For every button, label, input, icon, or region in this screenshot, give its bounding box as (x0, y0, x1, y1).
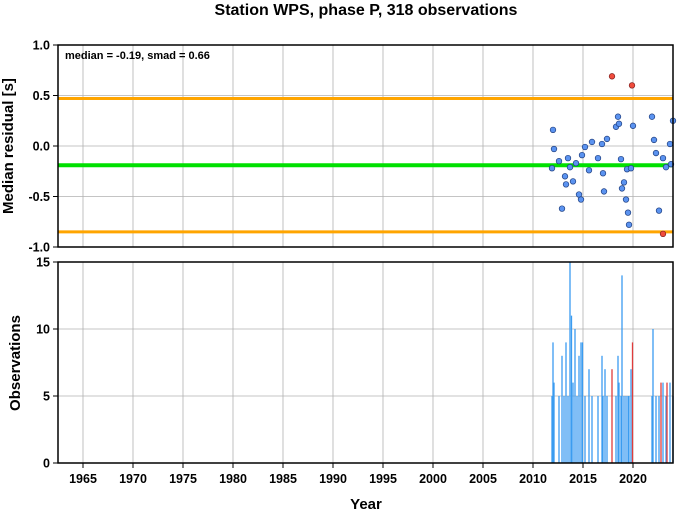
observation-bars (551, 262, 674, 463)
residual-point (594, 154, 602, 162)
residual-y-tick-label: 1.0 (33, 39, 50, 53)
residual-point (566, 164, 574, 171)
residual-point (599, 170, 607, 177)
residual-point (659, 154, 667, 162)
outlier-point (628, 82, 636, 89)
residual-point (625, 221, 633, 228)
residual-point (555, 157, 563, 165)
residual-point (572, 160, 580, 167)
residual-point (620, 179, 628, 186)
residual-point (561, 173, 569, 180)
observations-y-tick-label: 10 (36, 323, 50, 337)
x-tick-label: 2000 (419, 472, 447, 486)
residual-panel: median = -0.19, smad = 0.66 1.0 0.5 0.0 -0.… (0, 39, 677, 255)
residual-point (548, 165, 556, 172)
residual-point (614, 113, 622, 120)
residual-y-tick-label: -1.0 (28, 241, 50, 255)
x-tick-label: 2020 (619, 472, 647, 486)
x-tick-label: 1985 (269, 472, 297, 486)
residual-point (569, 178, 577, 185)
residual-point (550, 145, 558, 153)
outlier-point (659, 230, 667, 238)
residual-point (603, 135, 611, 143)
residual-point (650, 136, 658, 144)
residual-point (558, 205, 566, 212)
x-tick-label: 2010 (519, 472, 547, 486)
x-axis-label: Year (350, 496, 382, 511)
residual-point (655, 207, 663, 214)
observations-y-ticks: 15 10 5 0 (36, 256, 58, 471)
residual-point (662, 164, 670, 171)
observations-y-tick-label: 0 (43, 457, 50, 471)
residual-point (600, 188, 608, 195)
outlier-point (608, 73, 616, 80)
residual-points (548, 73, 677, 238)
residual-y-tick-label: -0.5 (28, 190, 50, 204)
observations-y-tick-label: 5 (43, 390, 50, 404)
x-tick-label: 1970 (119, 472, 147, 486)
residual-point (564, 154, 572, 162)
residual-point (598, 140, 606, 148)
residual-point (617, 155, 625, 163)
residual-y-ticks: 1.0 0.5 0.0 -0.5 -1.0 (28, 39, 58, 255)
observations-panel-frame (57, 261, 674, 464)
x-tick-label: 1990 (319, 472, 347, 486)
residual-point (588, 138, 596, 146)
residual-point (549, 126, 557, 133)
residual-point (585, 167, 593, 174)
residual-point (666, 140, 674, 148)
x-tick-label: 1975 (169, 472, 197, 486)
residual-point (627, 165, 635, 172)
chart-title: Station WPS, phase P, 318 observations (215, 2, 518, 19)
residual-point (578, 151, 586, 159)
x-tick-label: 1965 (69, 472, 97, 486)
residual-point (615, 120, 623, 127)
residual-point (624, 209, 632, 216)
residual-point (581, 143, 589, 151)
residual-point (629, 122, 637, 129)
median-smad-annotation: median = -0.19, smad = 0.66 (65, 50, 210, 62)
residual-y-tick-label: 0.5 (33, 89, 50, 103)
residual-point (652, 149, 660, 157)
residual-point (622, 196, 630, 203)
x-tick-label: 1980 (219, 472, 247, 486)
observations-panel: 15 10 5 0 1965 1970 1975 1980 1985 1990 1995 2000 2… (7, 256, 674, 511)
residual-point (562, 181, 570, 188)
residual-point (618, 185, 626, 192)
x-tick-label: 1995 (369, 472, 397, 486)
residual-y-tick-label: 0.0 (33, 140, 50, 154)
observations-y-axis-label: Observations (7, 315, 24, 411)
residual-point (648, 113, 656, 120)
x-tick-label: 2005 (469, 472, 497, 486)
year-x-ticks: 1965 1970 1975 1980 1985 1990 1995 2000 2005 2010… (69, 463, 647, 486)
residual-y-axis-label: Median residual [s] (0, 78, 17, 214)
residual-point (577, 196, 585, 203)
x-tick-label: 2015 (569, 472, 597, 486)
observations-y-tick-label: 15 (36, 256, 50, 270)
